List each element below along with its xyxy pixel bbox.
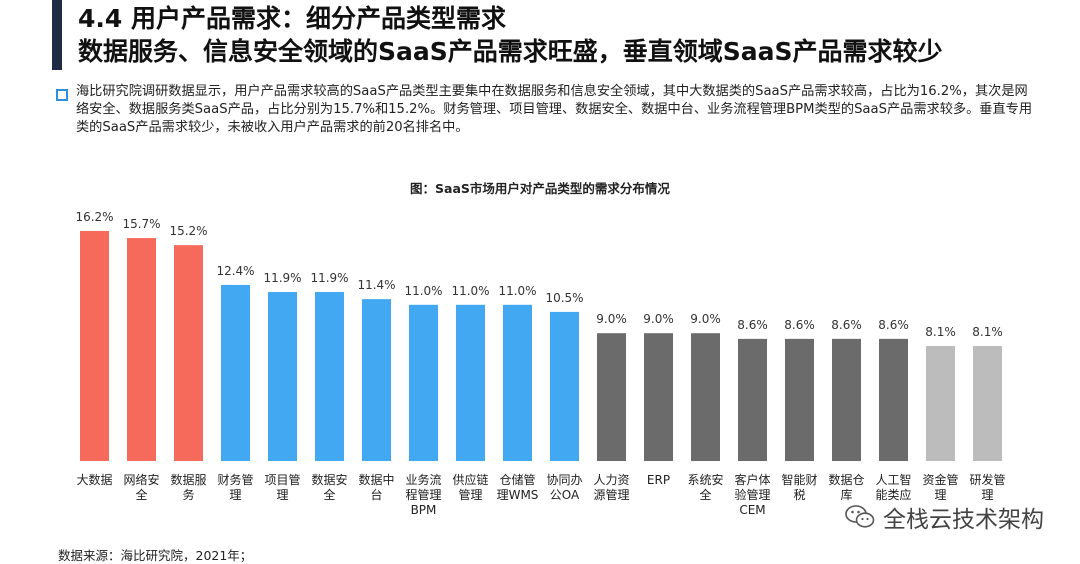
bar-7 [409,304,438,461]
bar-value-label-15: 8.6% [784,318,815,332]
category-label-0: 大数据 [76,472,112,487]
bar-1 [127,238,156,461]
category-label-6: 数据中台 [358,472,394,502]
category-label-8: 供应链管理 [452,472,488,502]
bar-value-label-10: 10.5% [545,291,583,305]
wechat-icon [845,505,875,528]
page-title-line2: 数据服务、信息安全领域的SaaS产品需求旺盛，垂直领域SaaS产品需求较少 [78,37,943,66]
bar-13 [691,333,720,461]
category-label-16: 数据仓库 [828,472,864,502]
bar-4 [268,292,297,461]
bar-0 [80,230,109,461]
bar-3 [221,284,250,461]
category-label-15: 智能财税 [781,472,817,502]
bar-value-label-9: 11.0% [498,284,536,298]
category-label-10: 协同办公OA [546,472,582,502]
category-label-4: 项目管理 [264,472,300,502]
title-accent-bar [52,0,62,70]
bar-value-label-3: 12.4% [216,264,254,278]
bar-11 [597,333,626,461]
bar-value-label-5: 11.9% [310,271,348,285]
bar-2 [174,245,203,461]
category-label-14: 客户体验管理 CEM [734,472,770,517]
category-label-17: 人工智能类应 [875,472,911,502]
bar-8 [456,304,485,461]
bar-value-label-17: 8.6% [878,318,909,332]
bar-9 [503,304,532,461]
bar-value-label-16: 8.6% [831,318,862,332]
category-label-5: 数据安全 [311,472,347,502]
bar-value-label-6: 11.4% [357,278,395,292]
bar-19 [973,345,1002,461]
bar-value-label-7: 11.0% [404,284,442,298]
bar-5 [315,292,344,461]
bar-value-label-1: 15.7% [122,217,160,231]
category-label-13: 系统安全 [687,472,723,502]
chart-title: 图：SaaS市场用户对产品类型的需求分布情况 [410,181,670,196]
bar-17 [879,338,908,461]
bar-16 [832,338,861,461]
bar-value-label-19: 8.1% [972,325,1003,339]
brand-name: 全栈云技术架构 [883,507,1044,533]
category-label-18: 资金管理 [922,472,958,502]
bar-14 [738,338,767,461]
bar-value-label-13: 9.0% [690,312,721,326]
bar-value-label-14: 8.6% [737,318,768,332]
category-label-1: 网络安全 [123,472,159,502]
bar-value-label-2: 15.2% [169,224,207,238]
bar-value-label-11: 9.0% [596,312,627,326]
category-label-7: 业务流程管理 BPM [405,472,441,517]
category-label-2: 数据服务 [170,472,206,502]
category-label-9: 仓储管理WMS [497,472,539,502]
bar-12 [644,333,673,461]
brand-watermark: 全栈云技术架构 [845,500,1044,534]
bar-18 [926,345,955,461]
page-title: 4.4 用户产品需求：细分产品类型需求 数据服务、信息安全领域的SaaS产品需求… [78,2,1068,68]
data-source: 数据来源：海比研究院，2021年； [58,548,253,563]
category-label-11: 人力资源管理 [593,473,629,502]
bullet-square-icon [56,89,68,101]
bar-value-label-12: 9.0% [643,312,674,326]
bar-15 [785,338,814,461]
category-label-19: 研发管理 [969,472,1005,502]
bar-6 [362,299,391,461]
bar-value-label-4: 11.9% [263,271,301,285]
bar-value-label-0: 16.2% [75,210,113,224]
description-text: 海比研究院调研数据显示，用户产品需求较高的SaaS产品类型主要集中在数据服务和信… [76,84,1033,135]
bar-value-label-18: 8.1% [925,325,956,339]
bar-value-label-8: 11.0% [451,284,489,298]
category-label-12: ERP [647,473,670,487]
bar-10 [550,311,579,461]
page-title-line1: 4.4 用户产品需求：细分产品类型需求 [78,4,506,33]
category-label-3: 财务管理 [217,472,253,502]
